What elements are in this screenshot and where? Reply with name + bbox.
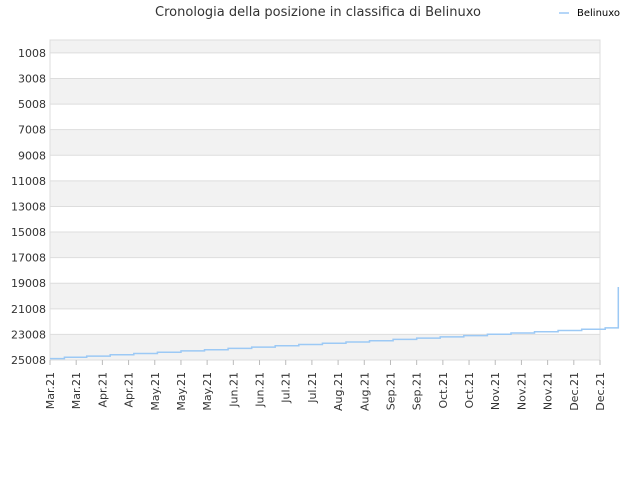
- x-tick-label: Oct.21: [463, 372, 476, 409]
- background-bands: [50, 40, 600, 360]
- x-tick-label: Jul.21: [306, 372, 319, 404]
- legend: Belinuxo: [559, 8, 620, 19]
- y-tick-label: 9008: [18, 149, 46, 162]
- band-4: [50, 129, 600, 156]
- x-tick-label: Nov.21: [542, 372, 555, 410]
- x-tick-label: Mar.21: [70, 372, 83, 409]
- y-tick-label: 3008: [18, 72, 46, 85]
- x-tick-label: Jun.21: [227, 372, 240, 408]
- x-axis: Mar.21 Mar.21 Apr.21 Apr.21 May.21 May.21 May.…: [44, 360, 607, 411]
- x-tick-label: Dec.21: [568, 372, 581, 411]
- y-axis: 1008 3008 5008 7008 9008 11008 13008 15008 17008…: [11, 47, 46, 367]
- x-tick-label: Jun.21: [254, 372, 267, 408]
- x-tick-label: Mar.21: [44, 372, 57, 409]
- band-5: [50, 155, 600, 181]
- band-12: [50, 334, 600, 360]
- y-tick-label: 5008: [18, 98, 46, 111]
- x-tick-label: May.21: [201, 372, 214, 411]
- x-tick-label: Aug.21: [358, 372, 371, 411]
- y-tick-label: 19008: [11, 277, 46, 290]
- x-tick-label: Dec.21: [594, 372, 607, 411]
- y-tick-label: 11008: [11, 175, 46, 188]
- band-9: [50, 257, 600, 284]
- x-tick-label: May.21: [149, 372, 162, 411]
- y-tick-label: 21008: [11, 303, 46, 316]
- series-group: [50, 287, 620, 360]
- chart-title: Cronologia della posizione in classifica…: [155, 5, 481, 20]
- band-0: [50, 40, 600, 53]
- band-1: [50, 52, 600, 79]
- band-8: [50, 232, 600, 258]
- y-tick-label: 13008: [11, 200, 46, 213]
- y-tick-label: 17008: [11, 252, 46, 265]
- x-tick-label: Apr.21: [96, 372, 109, 408]
- band-3: [50, 104, 600, 130]
- x-tick-label: Oct.21: [437, 372, 450, 409]
- x-tick-label: Jul.21: [280, 372, 293, 404]
- y-tick-label: 15008: [11, 226, 46, 239]
- y-tick-label: 1008: [18, 47, 46, 60]
- x-tick-label: Aug.21: [332, 372, 345, 411]
- band-2: [50, 78, 600, 105]
- x-tick-label: Nov.21: [515, 372, 528, 410]
- y-tick-label: 7008: [18, 124, 46, 137]
- band-11: [50, 308, 600, 335]
- plot-border: [49, 39, 601, 361]
- x-tick-label: Apr.21: [123, 372, 136, 408]
- band-7: [50, 206, 600, 233]
- x-tick-label: Sep.21: [411, 372, 424, 410]
- band-6: [50, 180, 600, 207]
- band-10: [50, 283, 600, 309]
- y-tick-label: 25008: [11, 354, 46, 367]
- series-line-belinuxo: [50, 287, 620, 360]
- x-tick-label: May.21: [175, 372, 188, 411]
- x-tick-label: Nov.21: [489, 372, 502, 410]
- x-tick-label: Sep.21: [384, 372, 397, 410]
- legend-label-belinuxo: Belinuxo: [577, 8, 620, 19]
- y-tick-label: 23008: [11, 328, 46, 341]
